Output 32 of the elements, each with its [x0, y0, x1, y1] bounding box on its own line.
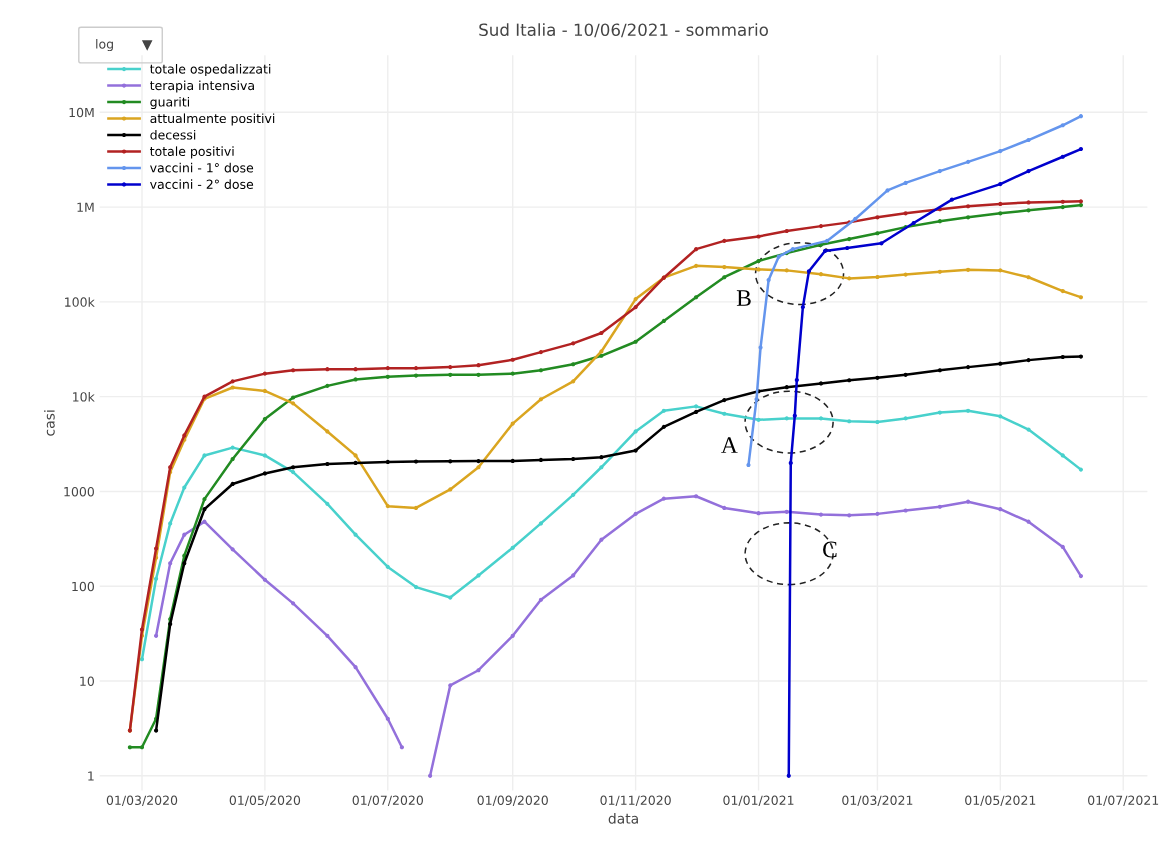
y-tick-label: 10k: [73, 391, 95, 402]
legend-label: terapia intensiva: [150, 80, 254, 93]
y-tick-label: 10: [80, 676, 94, 686]
x-tick-label: 01/05/2021: [965, 795, 1036, 807]
annotation: C: [823, 541, 837, 558]
x-tick-label: 01/05/2020: [229, 795, 301, 807]
legend-label: totale ospedalizzati: [150, 64, 271, 77]
text: log: [96, 39, 113, 52]
x-tick-label: 01/03/2021: [842, 795, 913, 807]
legend-label: attualmente positivi: [150, 113, 275, 126]
x-tick-label: 01/11/2020: [600, 795, 671, 807]
y-tick-label: 1: [88, 771, 94, 781]
y-tick-label: 1M: [77, 202, 94, 212]
x-tick-label: 01/01/2021: [723, 795, 794, 807]
annotation: A: [721, 437, 738, 453]
x-tick-label: 01/07/2020: [352, 795, 423, 807]
y-tick-label: 10M: [69, 107, 94, 118]
y-tick-label: 100k: [65, 297, 95, 307]
legend-label: guariti: [150, 96, 189, 110]
legend-label: vaccini - 1° dose: [150, 162, 254, 173]
y-tick-label: 100: [72, 581, 94, 592]
x-tick-label: 01/03/2020: [106, 795, 178, 807]
annotation: B: [736, 290, 751, 306]
x-axis-title: data: [608, 813, 638, 824]
chart-title: Sud Italia - 10/06/2021 - sommario: [479, 23, 768, 38]
legend-label: vaccini - 2° dose: [150, 179, 254, 189]
legend-label: totale positivi: [150, 146, 234, 159]
x-tick-label: 01/07/2021: [1088, 795, 1159, 807]
y-tick-label: 1000: [64, 486, 94, 497]
x-tick-label: 01/09/2020: [477, 795, 548, 807]
legend-label: decessi: [150, 129, 196, 140]
y-axis-title: casi: [44, 410, 55, 436]
